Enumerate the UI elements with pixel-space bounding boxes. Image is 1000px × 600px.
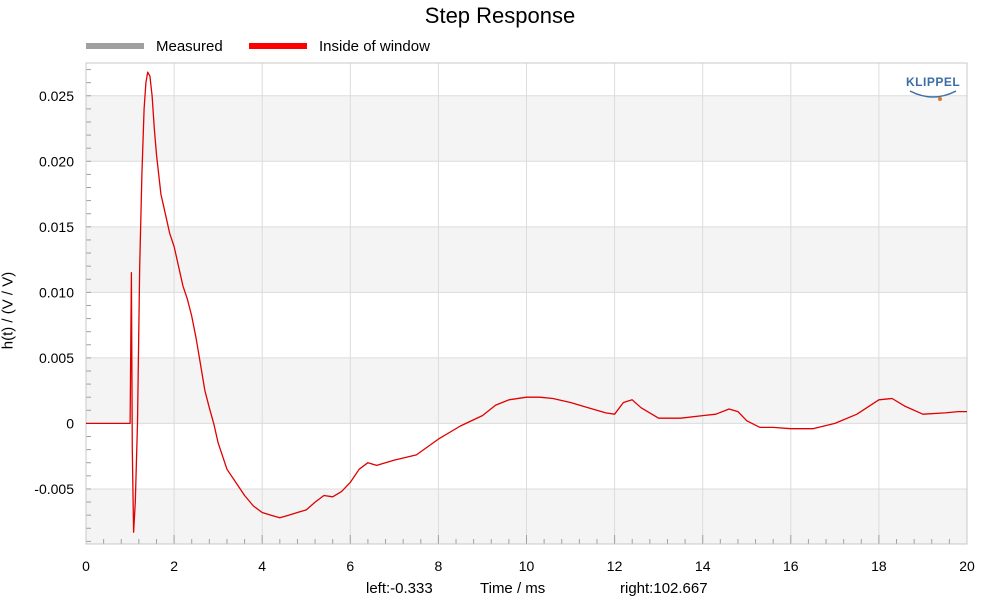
y-tick-label: 0.010 xyxy=(39,284,74,300)
x-tick-label: 12 xyxy=(607,558,623,574)
y-tick-label: 0.025 xyxy=(39,88,74,104)
y-tick-label: 0.005 xyxy=(39,350,74,366)
x-axis-label: Time / ms xyxy=(480,580,546,597)
y-axis-label: h(t) / (V / V) xyxy=(0,271,17,350)
x-tick-label: 16 xyxy=(783,558,799,574)
plot-frame xyxy=(85,62,968,545)
x-tick-label: 0 xyxy=(82,558,90,574)
chart-title: Step Response xyxy=(424,3,576,28)
legend-label-inside-of-window: Inside of window xyxy=(319,37,430,55)
x-tick-label: 4 xyxy=(258,558,266,574)
logo-arc-icon xyxy=(909,90,957,101)
legend-label-measured: Measured xyxy=(156,37,223,55)
y-tick-label: 0 xyxy=(66,415,74,431)
y-tick-label: 0.015 xyxy=(39,219,74,235)
y-tick-label: -0.005 xyxy=(34,481,74,497)
x-tick-label: 8 xyxy=(435,558,443,574)
legend-item-inside-of-window: Inside of window xyxy=(249,37,430,55)
legend-swatch-measured xyxy=(86,43,144,49)
x-tick-label: 14 xyxy=(695,558,711,574)
x-tick-label: 2 xyxy=(170,558,178,574)
legend-swatch-inside-of-window xyxy=(249,43,307,49)
right-window-annotation: right:102.667 xyxy=(620,580,708,597)
series-line-inside-of-window xyxy=(86,71,967,533)
left-window-annotation: left:-0.333 xyxy=(366,580,433,597)
y-tick-label: 0.020 xyxy=(39,153,74,169)
x-tick-label: 20 xyxy=(959,558,975,574)
x-tick-label: 6 xyxy=(346,558,354,574)
klippel-logo: KLIPPEL xyxy=(896,73,970,103)
logo-text: KLIPPEL xyxy=(906,75,961,89)
legend-item-measured: Measured xyxy=(86,37,223,55)
x-tick-label: 10 xyxy=(519,558,535,574)
x-tick-label: 18 xyxy=(871,558,887,574)
